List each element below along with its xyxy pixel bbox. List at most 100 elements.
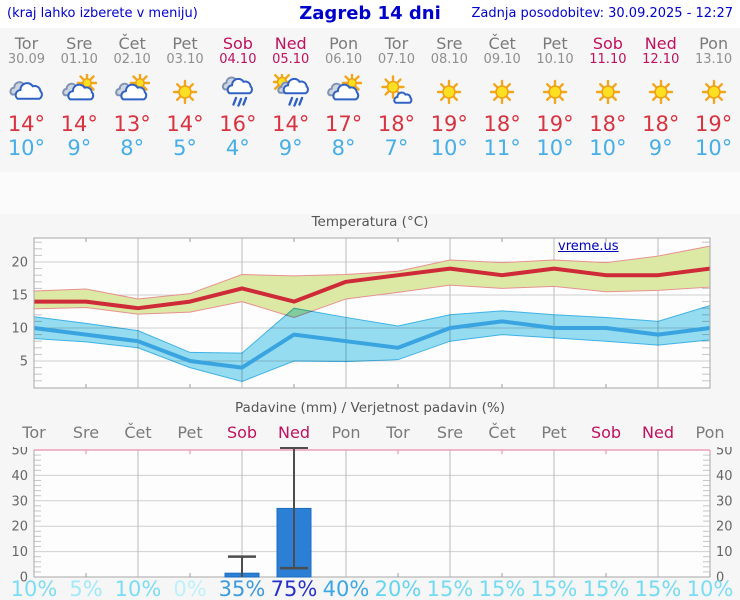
max-temp-line — [34, 266, 711, 311]
day-date: 04.10 — [219, 51, 257, 67]
day-low-temp: 7° — [384, 136, 409, 161]
day-date: 12.10 — [642, 51, 680, 67]
day-low-temp: 10° — [7, 136, 46, 161]
forecast-day: Tor 07.10 18° 7° — [370, 28, 423, 172]
watermark-link[interactable]: vreme.us — [558, 239, 619, 254]
precip-day-label: Sob — [226, 423, 258, 442]
precip-day-label: Sre — [72, 423, 100, 442]
svg-text:10: 10 — [11, 545, 28, 560]
last-updated: Zadnja posodobitev: 30.09.2025 - 12:27 — [471, 6, 733, 21]
day-name: Sre — [66, 34, 93, 53]
day-high-temp: 17° — [324, 112, 363, 137]
day-date: 07.10 — [377, 51, 416, 67]
forecast-day: Čet 09.10 18° 11° — [476, 28, 529, 172]
forecast-day: Sre 01.10 14° 9° — [53, 28, 106, 172]
day-high-temp: 13° — [113, 112, 151, 137]
precip-day-label: Ned — [278, 423, 310, 442]
precip-day-label: Pon — [695, 423, 725, 442]
day-name: Pet — [542, 34, 568, 53]
day-name: Sob — [222, 34, 253, 53]
precipitation-chart-section: Padavine (mm) / Verjetnost padavin (%) T… — [0, 393, 740, 600]
forecast-day: Pet 10.10 19° 10° — [529, 28, 582, 172]
precip-day-label: Čet — [124, 423, 152, 442]
sunny-icon — [476, 74, 529, 112]
precip-day-label: Tor — [22, 423, 46, 442]
day-name: Ned — [274, 34, 307, 53]
sunny-icon — [581, 74, 634, 112]
day-low-temp: 8° — [120, 136, 145, 161]
forecast-day: Čet 02.10 13° 8° — [106, 28, 159, 172]
forecast-day: Ned 12.10 18° 9° — [634, 28, 687, 172]
day-date: 11.10 — [589, 51, 627, 67]
day-low-temp: 9° — [648, 136, 673, 161]
sunny-icon — [529, 74, 582, 112]
temperature-chart-title: Temperatura (°C) — [311, 214, 429, 230]
day-name: Pon — [699, 34, 729, 53]
precip-day-label: Pon — [331, 423, 361, 442]
precip-day-label: Sob — [590, 423, 622, 442]
day-date: 05.10 — [272, 51, 310, 67]
day-high-temp: 18° — [589, 112, 627, 137]
temperature-chart-section: Temperatura (°C) 5 10 15 20 vreme.us — [0, 214, 740, 393]
day-date: 30.09 — [7, 51, 46, 67]
precipitation-day-labels: Tor Sre Čet Pet Sob Ned Pon Tor Sre Čet Pet Sob Ned P… — [0, 420, 740, 447]
svg-text:5: 5 — [20, 355, 28, 370]
svg-text:10: 10 — [11, 322, 28, 337]
day-name: Pet — [172, 34, 198, 53]
day-low-temp: 10° — [589, 136, 627, 161]
partly-icon — [317, 74, 370, 112]
temperature-chart: 5 10 15 20 — [11, 237, 711, 389]
day-name: Tor — [384, 34, 409, 53]
day-date: 02.10 — [113, 51, 151, 67]
day-high-temp: 18° — [483, 112, 521, 137]
header: (kraj lahko izberete v meniju) Zagreb 14… — [0, 0, 740, 28]
precip-probability: 15% — [635, 577, 682, 600]
svg-text:10: 10 — [716, 545, 733, 560]
svg-text:20: 20 — [716, 520, 733, 535]
day-date: 01.10 — [60, 51, 98, 67]
precip-probability: 10% — [11, 577, 58, 600]
day-name: Čet — [118, 34, 146, 53]
svg-text:30: 30 — [11, 494, 28, 509]
forecast-day: Sre 08.10 19° 10° — [423, 28, 476, 172]
precip-day-label: Tor — [386, 423, 410, 442]
day-low-temp: 5° — [173, 136, 197, 161]
day-high-temp: 14° — [272, 112, 310, 137]
forecast-day: Tor 30.09 14° 10° — [0, 28, 53, 172]
svg-text:20: 20 — [11, 256, 28, 271]
sunny-icon — [634, 74, 687, 112]
day-low-temp: 4° — [225, 136, 250, 161]
precip-probability: 5% — [69, 577, 102, 600]
partly-icon — [106, 74, 159, 112]
sunny-icon — [159, 74, 212, 112]
cloudy-icon — [0, 74, 53, 112]
precip-probability: 40% — [323, 577, 370, 600]
day-high-temp: 19° — [694, 112, 733, 137]
precip-probability: 0% — [173, 577, 206, 600]
day-low-temp: 11° — [483, 136, 521, 161]
precip-probability: 75% — [271, 577, 318, 600]
svg-text:30: 30 — [716, 494, 733, 509]
precipitation-chart: 0 0 10 10 20 20 30 30 40 40 50 50 10% 5% 10% 0% 35% 75% 40… — [11, 447, 734, 600]
precip-day-label: Ned — [642, 423, 674, 442]
partly-icon — [53, 74, 106, 112]
svg-text:40: 40 — [11, 469, 28, 484]
precip-day-label: Pet — [177, 423, 203, 442]
precip-day-label: Čet — [488, 423, 516, 442]
day-date: 13.10 — [694, 51, 733, 67]
rain-icon — [211, 74, 264, 112]
precip-probability: 10% — [115, 577, 162, 600]
day-low-temp: 10° — [536, 136, 574, 161]
precip-probability: 15% — [479, 577, 526, 600]
forecast-day: Sob 04.10 16° 4° — [211, 28, 264, 172]
sunny-icon — [687, 74, 740, 112]
day-high-temp: 16° — [219, 112, 257, 137]
day-high-temp: 18° — [377, 112, 416, 137]
day-name: Sob — [592, 34, 623, 53]
day-high-temp: 19° — [430, 112, 468, 137]
day-low-temp: 10° — [430, 136, 468, 161]
day-name: Tor — [14, 34, 39, 53]
precip-probability: 10% — [687, 577, 734, 600]
svg-text:50: 50 — [716, 447, 733, 459]
day-high-temp: 14° — [60, 112, 98, 137]
